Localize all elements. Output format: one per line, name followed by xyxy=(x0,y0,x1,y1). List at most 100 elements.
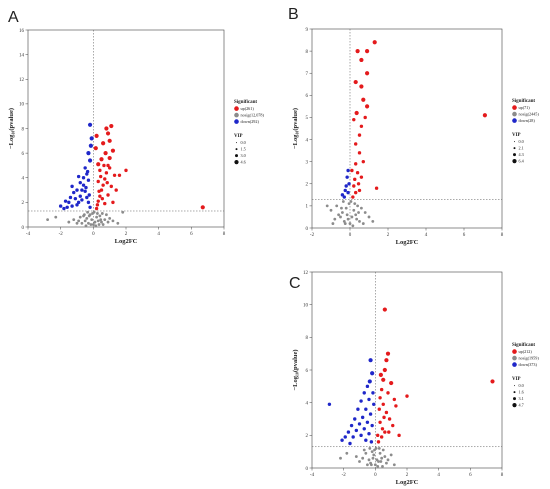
data-point-nosig xyxy=(353,202,357,206)
data-point-nosig xyxy=(372,453,376,457)
y-tick-label: 6 xyxy=(22,152,25,157)
data-point-down xyxy=(87,122,93,127)
data-point-nosig xyxy=(347,202,351,206)
data-point-nosig xyxy=(329,208,333,212)
data-point-down xyxy=(342,195,346,199)
data-point-nosig xyxy=(377,460,380,463)
data-point-up xyxy=(352,184,356,188)
y-tick-label: 4 xyxy=(306,138,309,143)
data-point-up xyxy=(353,79,358,85)
data-point-down xyxy=(372,402,376,406)
data-point-nosig xyxy=(354,455,358,458)
y-tick-label: 9 xyxy=(306,28,309,33)
data-point-nosig xyxy=(91,223,95,226)
data-point-up xyxy=(405,394,409,398)
data-point-down xyxy=(81,183,86,187)
data-point-down xyxy=(364,407,368,411)
legend-label-down: down(373) xyxy=(519,362,538,367)
data-point-up xyxy=(200,205,205,210)
data-point-nosig xyxy=(86,210,90,214)
data-point-nosig xyxy=(352,208,356,212)
data-point-up xyxy=(384,358,389,363)
legend-vip-size-symbol xyxy=(235,148,238,151)
data-point-up xyxy=(359,175,364,179)
data-point-nosig xyxy=(67,220,71,224)
data-point-nosig xyxy=(370,450,374,454)
x-tick-label: 0 xyxy=(92,232,95,237)
data-point-up xyxy=(352,117,356,122)
data-point-up xyxy=(96,162,101,167)
data-point-up xyxy=(374,186,379,190)
y-tick-label: 2 xyxy=(22,201,25,206)
data-point-nosig xyxy=(339,456,342,460)
data-point-up xyxy=(353,177,357,182)
data-point-nosig xyxy=(361,222,365,225)
x-tick-label: -2 xyxy=(59,232,64,237)
data-point-down xyxy=(68,195,73,200)
data-point-up xyxy=(381,402,385,406)
data-point-nosig xyxy=(331,222,335,225)
data-point-up xyxy=(387,430,391,434)
data-point-nosig xyxy=(392,463,396,467)
y-tick-label: 14 xyxy=(19,53,25,58)
legend-label-up: up(212) xyxy=(519,349,533,354)
data-point-nosig xyxy=(369,463,373,467)
data-point-up xyxy=(376,433,380,438)
data-point-up xyxy=(109,184,114,189)
legend-title-significant: Significant xyxy=(512,343,535,348)
data-point-nosig xyxy=(344,206,348,210)
data-point-down xyxy=(359,433,363,438)
data-point-up xyxy=(490,379,495,384)
data-point-nosig xyxy=(75,221,79,225)
data-point-down xyxy=(345,175,349,179)
legend-label-up: up(261) xyxy=(241,106,255,111)
data-point-nosig xyxy=(351,224,355,228)
y-tick-label: 8 xyxy=(306,336,309,341)
data-point-nosig xyxy=(101,223,105,226)
y-tick-label: 0 xyxy=(22,226,25,231)
y-tick-label: 0 xyxy=(306,227,309,232)
data-point-up xyxy=(95,203,100,207)
data-point-down xyxy=(370,371,375,376)
data-point-nosig xyxy=(341,211,344,214)
data-point-up xyxy=(381,377,386,382)
data-point-down xyxy=(347,182,351,186)
y-tick-label: 16 xyxy=(19,29,25,34)
data-point-nosig xyxy=(342,219,346,223)
data-point-nosig xyxy=(94,224,98,228)
x-tick-label: 0 xyxy=(349,233,352,238)
data-point-nosig xyxy=(87,221,90,225)
data-point-down xyxy=(75,188,79,192)
legend-swatch-down xyxy=(512,362,517,367)
data-point-nosig xyxy=(97,223,101,226)
data-point-up xyxy=(363,115,367,120)
data-point-nosig xyxy=(362,448,366,452)
data-point-up xyxy=(96,179,100,184)
data-point-down xyxy=(362,391,366,395)
data-point-nosig xyxy=(378,451,382,455)
data-point-up xyxy=(106,193,110,197)
data-point-down xyxy=(351,435,355,439)
legend-vip-size-symbol xyxy=(513,391,516,394)
data-point-up xyxy=(355,171,360,175)
data-point-nosig xyxy=(373,448,376,452)
data-point-down xyxy=(367,397,371,402)
data-point-down xyxy=(86,200,91,205)
x-tick-label: 2 xyxy=(387,233,390,238)
data-point-nosig xyxy=(381,448,385,452)
data-point-nosig xyxy=(95,215,98,219)
data-point-down xyxy=(367,379,372,384)
data-point-down xyxy=(88,143,93,148)
data-point-down xyxy=(81,176,86,180)
plot-frame xyxy=(27,29,225,228)
panel-b: B-2 0 2 4 6 80123456789Log2FC−Log₁₀(pvalue)Si… xyxy=(288,6,539,246)
data-point-up xyxy=(102,163,106,168)
data-point-down xyxy=(343,188,347,193)
legend-vip-size-symbol xyxy=(514,385,515,387)
data-point-up xyxy=(124,168,128,173)
x-tick-label: 6 xyxy=(469,473,472,478)
data-point-nosig xyxy=(345,213,349,217)
y-tick-label: 2 xyxy=(306,183,309,188)
